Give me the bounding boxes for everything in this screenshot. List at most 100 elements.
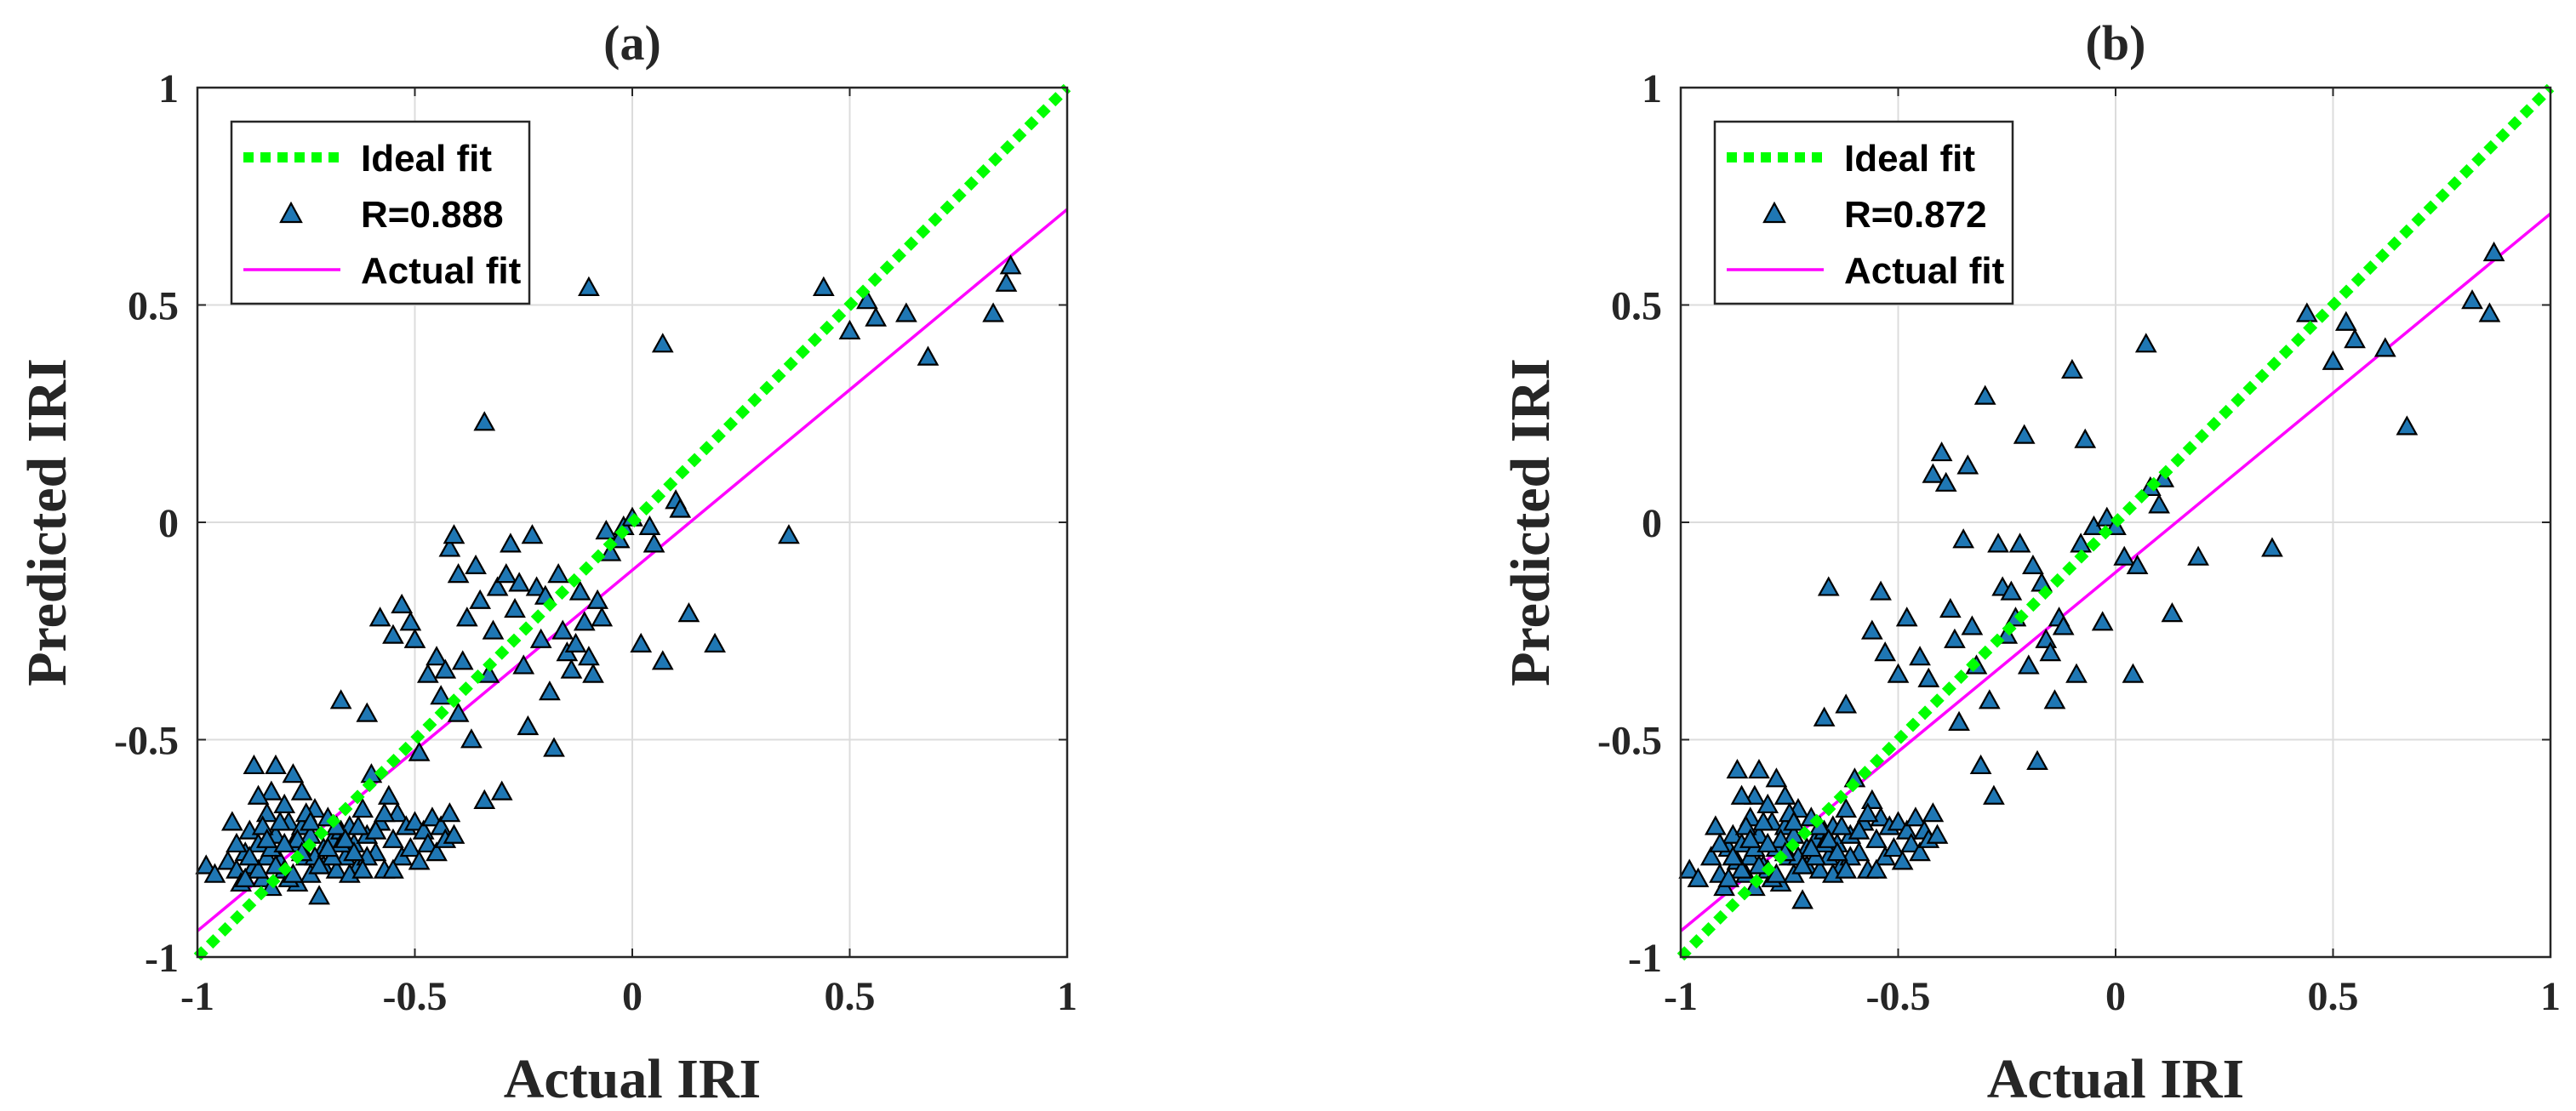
- data-point: [525, 576, 548, 596]
- data-point: [1791, 889, 1813, 909]
- data-point: [447, 702, 470, 722]
- legend-box: [230, 120, 531, 305]
- data-point: [638, 515, 661, 536]
- legend-box: [1713, 120, 2014, 305]
- data-point: [2061, 358, 2083, 379]
- data-point: [1939, 597, 1962, 618]
- data-point: [630, 632, 653, 652]
- data-point: [2478, 302, 2501, 322]
- data-point: [1744, 784, 1766, 805]
- data-point: [517, 715, 540, 736]
- chart-title: (b): [2086, 15, 2146, 71]
- y-tick-label: 0.5: [128, 284, 179, 329]
- data-point: [273, 793, 296, 814]
- data-point: [451, 650, 474, 670]
- scatter-series: [195, 254, 1022, 905]
- data-point: [865, 306, 888, 327]
- data-point: [1826, 841, 1848, 862]
- data-point: [1791, 854, 1813, 875]
- data-point: [586, 589, 608, 609]
- data-point: [2091, 611, 2114, 631]
- data-point: [455, 607, 478, 627]
- data-point: [677, 602, 700, 623]
- data-point: [490, 780, 513, 800]
- data-point: [2065, 663, 2088, 683]
- data-point: [1987, 533, 2009, 553]
- y-tick-label: 0: [1642, 501, 1662, 546]
- data-point: [1835, 693, 1858, 714]
- data-point: [669, 498, 692, 518]
- data-point: [1926, 823, 1949, 844]
- data-point: [2000, 580, 2023, 601]
- data-point: [1709, 832, 1731, 853]
- data-point: [838, 319, 861, 340]
- data-point: [1887, 663, 1910, 683]
- data-point: [1874, 641, 1897, 662]
- data-point: [434, 658, 457, 679]
- data-point: [512, 654, 535, 675]
- legend-label: R=0.888: [361, 194, 504, 236]
- data-point: [386, 802, 408, 823]
- data-point: [447, 563, 470, 584]
- data-point: [486, 576, 509, 596]
- data-point: [508, 572, 531, 592]
- axes-frame: [1679, 86, 2552, 959]
- data-point: [460, 728, 483, 749]
- data-point: [403, 628, 426, 648]
- y-tick-label: -0.5: [114, 719, 179, 764]
- data-point: [2052, 615, 2075, 635]
- data-point: [1756, 832, 1779, 853]
- data-point: [568, 580, 591, 601]
- data-point: [443, 823, 466, 844]
- data-point: [282, 863, 305, 883]
- data-point: [1865, 828, 1888, 848]
- x-tick-label: -0.5: [383, 974, 448, 1019]
- data-point: [343, 841, 365, 862]
- data-point: [2026, 749, 2048, 770]
- data-point: [1856, 802, 1879, 823]
- data-point: [299, 811, 322, 831]
- x-tick-label: -1: [180, 974, 214, 1019]
- legend-label: R=0.872: [1844, 194, 1987, 236]
- data-point: [477, 663, 500, 683]
- data-point: [438, 802, 461, 823]
- data-point: [308, 854, 330, 875]
- x-tick-label: 0: [2105, 974, 2126, 1019]
- data-point: [243, 754, 266, 775]
- data-point: [1922, 802, 1945, 823]
- data-point: [1782, 811, 1805, 831]
- data-point: [1922, 463, 1945, 483]
- data-point: [504, 597, 526, 618]
- data-point: [2187, 545, 2209, 566]
- data-point: [465, 554, 487, 575]
- data-point: [1944, 628, 1966, 648]
- data-point: [2482, 241, 2505, 262]
- data-point: [334, 828, 357, 848]
- data-point: [2373, 337, 2396, 357]
- data-point: [356, 702, 379, 722]
- legend: Ideal fit R=0.888 Actual fit: [230, 120, 531, 305]
- data-point: [438, 537, 461, 557]
- data-point: [1765, 767, 1788, 788]
- data-point: [1956, 454, 1979, 475]
- data-point: [1756, 793, 1779, 814]
- data-point: [578, 276, 600, 296]
- data-point: [2261, 537, 2283, 557]
- data-point: [547, 563, 569, 584]
- data-point: [382, 858, 404, 879]
- data-point: [238, 846, 261, 866]
- data-point: [382, 828, 404, 848]
- y-tick-label: -0.5: [1597, 719, 1662, 764]
- data-point: [377, 784, 400, 805]
- data-point: [1895, 607, 1918, 627]
- x-tick-label: 0.5: [825, 974, 876, 1019]
- data-point: [308, 885, 330, 905]
- data-point: [265, 754, 287, 775]
- data-point: [2043, 689, 2066, 709]
- data-point: [273, 832, 296, 853]
- legend-label: Actual fit: [361, 250, 522, 292]
- data-point: [416, 832, 439, 853]
- data-point: [421, 806, 443, 827]
- x-axis-label: Actual IRI: [1987, 1048, 2245, 1110]
- data-point: [1899, 832, 1922, 853]
